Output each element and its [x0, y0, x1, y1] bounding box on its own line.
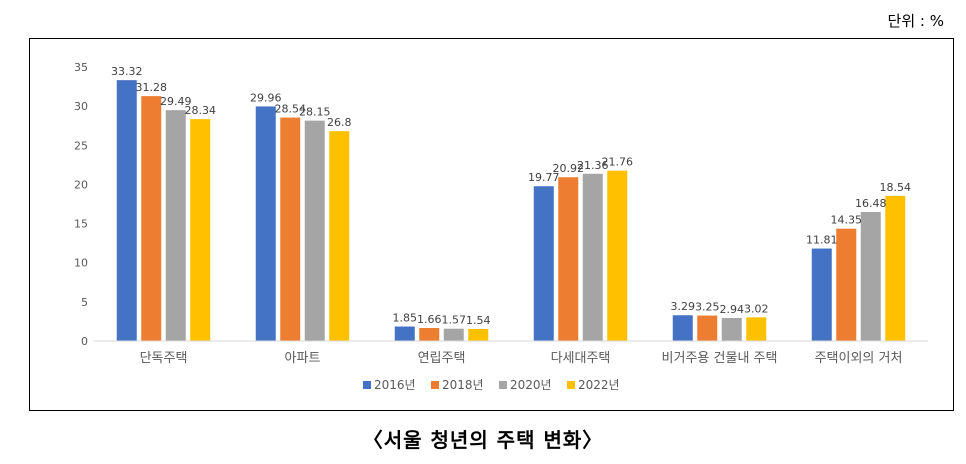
bar	[255, 106, 276, 342]
bar	[304, 120, 325, 341]
data-label: 2.94	[720, 303, 745, 316]
bar	[558, 177, 579, 341]
data-label: 1.85	[393, 312, 418, 325]
data-label: 28.54	[275, 103, 307, 116]
data-label: 31.28	[136, 81, 168, 94]
bar	[141, 96, 162, 341]
legend-swatch	[431, 381, 439, 389]
data-label: 1.66	[417, 313, 442, 326]
legend: 2016년 2018년 2020년 2022년	[363, 378, 620, 392]
data-label: 18.54	[880, 181, 912, 194]
data-label: 11.81	[806, 234, 838, 247]
data-label: 29.49	[160, 95, 192, 108]
bar	[329, 131, 350, 341]
bar	[746, 317, 767, 341]
bar	[468, 328, 489, 341]
data-label: 3.29	[671, 300, 696, 313]
data-label: 19.77	[528, 171, 560, 184]
bar	[165, 110, 186, 341]
y-tick-label: 20	[74, 178, 88, 191]
x-axis: 단독주택 아파트 연립주택 다세대주택 비거주용 건물내 주택 주택이외의 거처	[94, 340, 928, 366]
chart-caption: 〈서울 청년의 주택 변화〉	[362, 428, 604, 452]
data-label: 21.36	[577, 159, 609, 172]
data-label: 28.34	[185, 104, 217, 117]
bar	[672, 315, 693, 341]
bar	[607, 170, 628, 341]
data-label: 26.8	[327, 116, 352, 129]
legend-swatch	[363, 381, 371, 389]
bar	[697, 315, 718, 341]
chart-frame: 0 5 10 15 20 25 30 35 33.32 31.28 29.49 28.34 29.96…	[29, 38, 954, 411]
category-label: 다세대주택	[551, 351, 611, 366]
bar	[721, 317, 742, 341]
data-label: 16.48	[855, 197, 887, 210]
bar	[443, 328, 464, 341]
y-tick-label: 5	[81, 296, 88, 309]
unit-label: 단위 : %	[887, 12, 944, 30]
category-label: 아파트	[285, 351, 321, 366]
bar	[811, 248, 832, 341]
data-label: 14.35	[831, 214, 863, 227]
bar	[582, 173, 603, 341]
data-label: 1.54	[466, 314, 491, 327]
bar	[190, 119, 211, 342]
y-tick-label: 30	[74, 100, 88, 113]
data-label: 33.32	[111, 65, 143, 78]
bar	[533, 186, 554, 341]
legend-swatch	[567, 381, 575, 389]
y-tick-label: 25	[74, 139, 88, 152]
category-label: 연립주택	[418, 351, 466, 366]
legend-label: 2020년	[510, 378, 552, 392]
bar	[419, 328, 440, 341]
data-label: 3.25	[695, 301, 720, 314]
bar	[394, 326, 415, 341]
data-label: 3.02	[744, 302, 769, 315]
legend-label: 2016년	[374, 378, 416, 392]
bar	[836, 228, 857, 341]
category-label: 비거주용 건물내 주택	[662, 351, 778, 366]
legend-label: 2018년	[442, 378, 484, 392]
category-label: 주택이외의 거처	[815, 351, 903, 366]
legend-swatch	[499, 381, 507, 389]
y-axis: 0 5 10 15 20 25 30 35	[74, 61, 88, 348]
bar	[860, 211, 881, 341]
legend-label: 2022년	[578, 378, 620, 392]
data-label: 1.57	[442, 314, 467, 327]
y-tick-label: 10	[74, 257, 88, 270]
data-label: 20.92	[553, 162, 585, 175]
bar	[885, 195, 906, 341]
y-tick-label: 15	[74, 218, 88, 231]
category-label: 단독주택	[140, 351, 188, 366]
y-tick-label: 0	[81, 335, 88, 348]
y-tick-label: 35	[74, 61, 88, 74]
bar	[116, 80, 137, 341]
bar	[280, 117, 301, 341]
data-label: 29.96	[250, 91, 282, 104]
data-label: 28.15	[299, 106, 331, 119]
bar-group	[116, 80, 906, 342]
data-label: 21.76	[602, 156, 634, 169]
